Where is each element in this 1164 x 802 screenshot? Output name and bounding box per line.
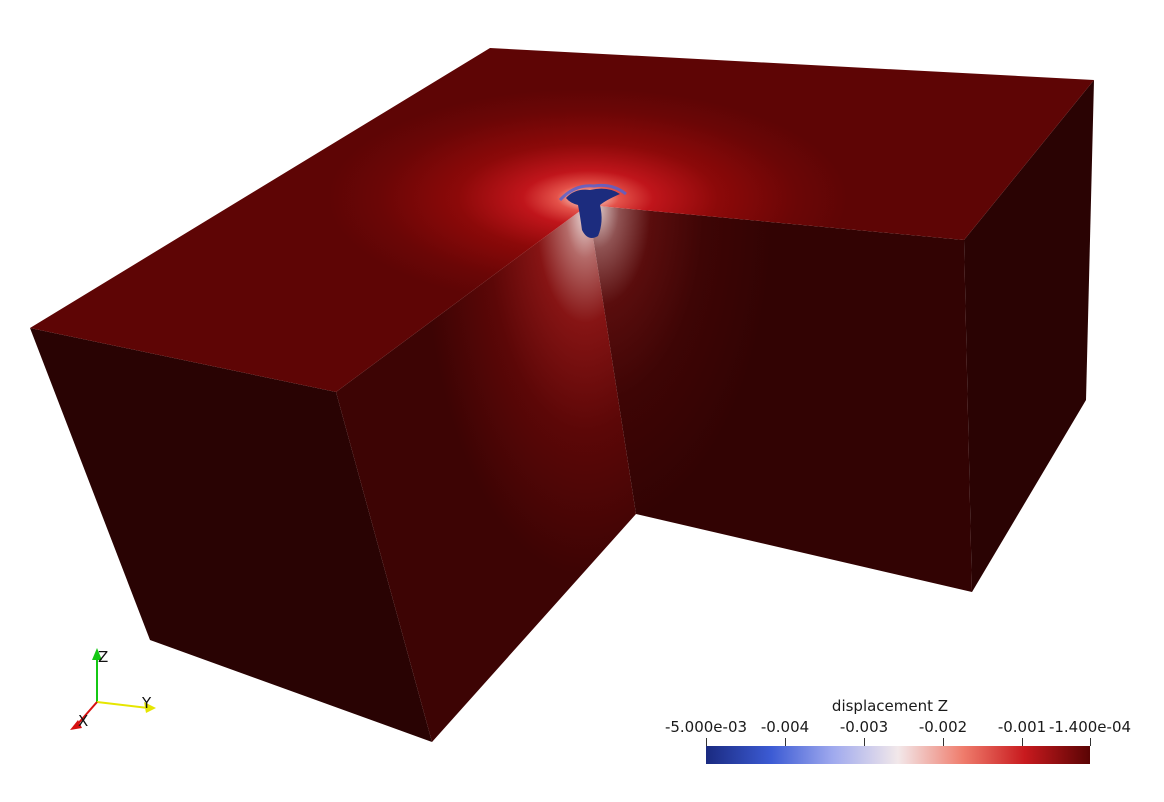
colorbar-tick-mark [1090, 738, 1091, 746]
colorbar [706, 746, 1090, 764]
colorbar-tick-mark [785, 738, 786, 746]
y-axis-line [96, 701, 149, 709]
x-axis-label: X [78, 712, 88, 730]
orientation-axes: Z Y X [70, 648, 156, 730]
y-axis-arrow [144, 702, 156, 713]
colorbar-tick-mark [864, 738, 865, 746]
colorbar-tick-mark [1022, 738, 1023, 746]
x-axis-line [75, 701, 98, 727]
cut-face-right [588, 205, 972, 592]
displacement-hotspot-rim [558, 183, 627, 202]
colorbar-tick-label: -0.001 [997, 718, 1047, 736]
y-axis-label: Y [141, 694, 152, 712]
x-axis-arrow [70, 720, 82, 730]
right-outer-face [964, 80, 1094, 592]
colorbar-gradient [706, 746, 1090, 764]
colorbar-tick-label: -5.000e-03 [664, 718, 748, 736]
top-face [30, 48, 1094, 392]
displacement-hotspot [566, 188, 620, 238]
colorbar-tick-label: -0.003 [839, 718, 889, 736]
cut-face-left [336, 205, 636, 742]
colorbar-tick-mark [706, 738, 707, 746]
z-axis-label: Z [98, 648, 108, 666]
colorbar-tick-label: -0.004 [760, 718, 810, 736]
colorbar-tick-label: -1.400e-04 [1048, 718, 1132, 736]
colorbar-title: displacement Z [831, 697, 949, 715]
colorbar-tick-label: -0.002 [918, 718, 968, 736]
left-outer-face [30, 328, 432, 742]
colorbar-tick-mark [943, 738, 944, 746]
z-axis-arrow [92, 648, 102, 660]
